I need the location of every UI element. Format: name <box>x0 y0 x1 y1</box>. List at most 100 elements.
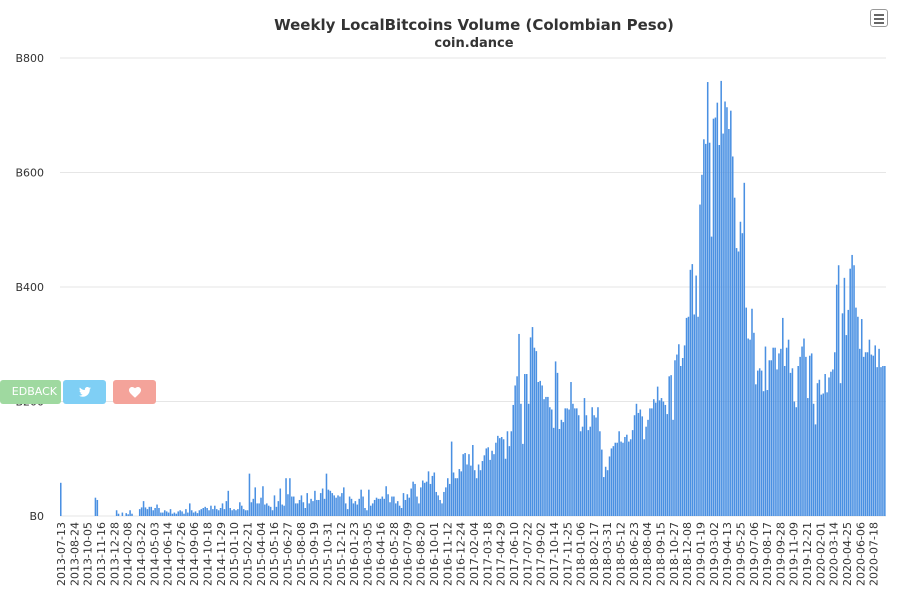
bar <box>189 503 191 516</box>
bar <box>142 501 145 516</box>
bar <box>556 372 559 517</box>
bar <box>291 496 293 516</box>
bar <box>884 366 886 516</box>
bar <box>512 404 515 516</box>
heart-button[interactable] <box>113 380 156 404</box>
bar <box>177 511 179 516</box>
bar <box>294 503 297 516</box>
x-tick-label: 2017-10-14 <box>548 522 561 586</box>
bar <box>535 351 538 516</box>
bar <box>331 493 334 516</box>
bar <box>647 419 649 516</box>
bar <box>368 489 370 516</box>
bar <box>793 401 796 516</box>
bar <box>820 394 823 516</box>
bar <box>495 442 497 516</box>
bar <box>516 376 518 516</box>
bar <box>564 408 566 516</box>
bar <box>643 439 645 516</box>
bar <box>140 507 143 516</box>
bar <box>273 495 276 516</box>
y-tick-label: B600 <box>15 167 44 180</box>
bar <box>271 510 274 516</box>
x-tick-label: 2015-05-16 <box>268 522 281 586</box>
bar <box>645 426 647 516</box>
bar <box>662 401 665 516</box>
bar <box>816 383 819 516</box>
bar <box>242 509 245 516</box>
bar <box>239 502 241 516</box>
bar <box>250 502 253 516</box>
bar <box>691 264 694 516</box>
bar <box>703 139 705 517</box>
bar <box>660 398 663 516</box>
feedback-button[interactable]: EDBACK <box>0 380 61 404</box>
bar <box>158 507 160 516</box>
bar <box>822 393 824 516</box>
bar <box>791 368 794 516</box>
bar <box>333 495 335 516</box>
bar <box>146 509 149 516</box>
bar <box>475 478 478 516</box>
bar <box>217 510 220 516</box>
bar <box>697 316 699 516</box>
bar <box>768 360 771 516</box>
bar <box>870 354 873 516</box>
bar <box>755 384 757 516</box>
x-tick-label: 2020-06-06 <box>854 522 867 586</box>
bar <box>312 501 314 516</box>
bar <box>795 407 798 516</box>
bar <box>637 412 640 516</box>
x-tick-label: 2015-02-21 <box>242 522 255 586</box>
x-tick-label: 2017-04-29 <box>495 522 508 586</box>
bar <box>624 437 626 516</box>
bar <box>876 367 878 516</box>
bar <box>656 386 659 516</box>
bar <box>599 431 601 516</box>
chart-title: Weekly LocalBitcoins Volume (Colombian P… <box>274 16 674 34</box>
bar <box>810 353 813 516</box>
x-tick-label: 2019-08-17 <box>761 522 774 586</box>
bar <box>289 478 291 516</box>
bar <box>391 496 393 516</box>
bar <box>639 409 642 516</box>
bar <box>651 408 653 516</box>
bar <box>805 356 807 516</box>
bar <box>406 494 409 516</box>
bar <box>735 248 738 516</box>
bar <box>830 371 832 516</box>
bar <box>585 415 588 516</box>
chart-menu-icon[interactable] <box>870 9 888 27</box>
bar <box>387 494 389 516</box>
bar <box>579 431 582 516</box>
x-tick-label: 2020-04-25 <box>841 522 854 586</box>
bar <box>751 308 753 516</box>
bar <box>787 339 790 516</box>
twitter-button[interactable] <box>63 380 106 404</box>
x-tick-label: 2013-08-24 <box>68 522 81 586</box>
x-tick-label: 2015-09-19 <box>308 522 321 586</box>
x-tick-label: 2014-03-22 <box>135 522 148 586</box>
bar <box>541 385 543 516</box>
bar <box>683 345 686 516</box>
bar <box>439 499 441 516</box>
bar <box>837 265 840 516</box>
x-tick-label: 2016-05-28 <box>388 522 401 586</box>
x-tick-label: 2016-08-20 <box>415 522 428 586</box>
bar <box>874 345 876 516</box>
bar <box>862 356 865 516</box>
bar <box>814 424 817 516</box>
bar <box>329 490 332 516</box>
bar <box>664 404 667 516</box>
bar <box>766 390 769 516</box>
bar <box>485 448 488 516</box>
bar <box>860 319 863 516</box>
x-tick-label: 2018-03-31 <box>601 522 614 586</box>
bar <box>527 403 530 516</box>
x-tick-label: 2015-04-04 <box>255 522 268 586</box>
bar <box>152 510 154 516</box>
bar <box>281 504 283 516</box>
bar <box>529 337 532 516</box>
bar <box>629 439 632 516</box>
bar <box>520 403 522 516</box>
